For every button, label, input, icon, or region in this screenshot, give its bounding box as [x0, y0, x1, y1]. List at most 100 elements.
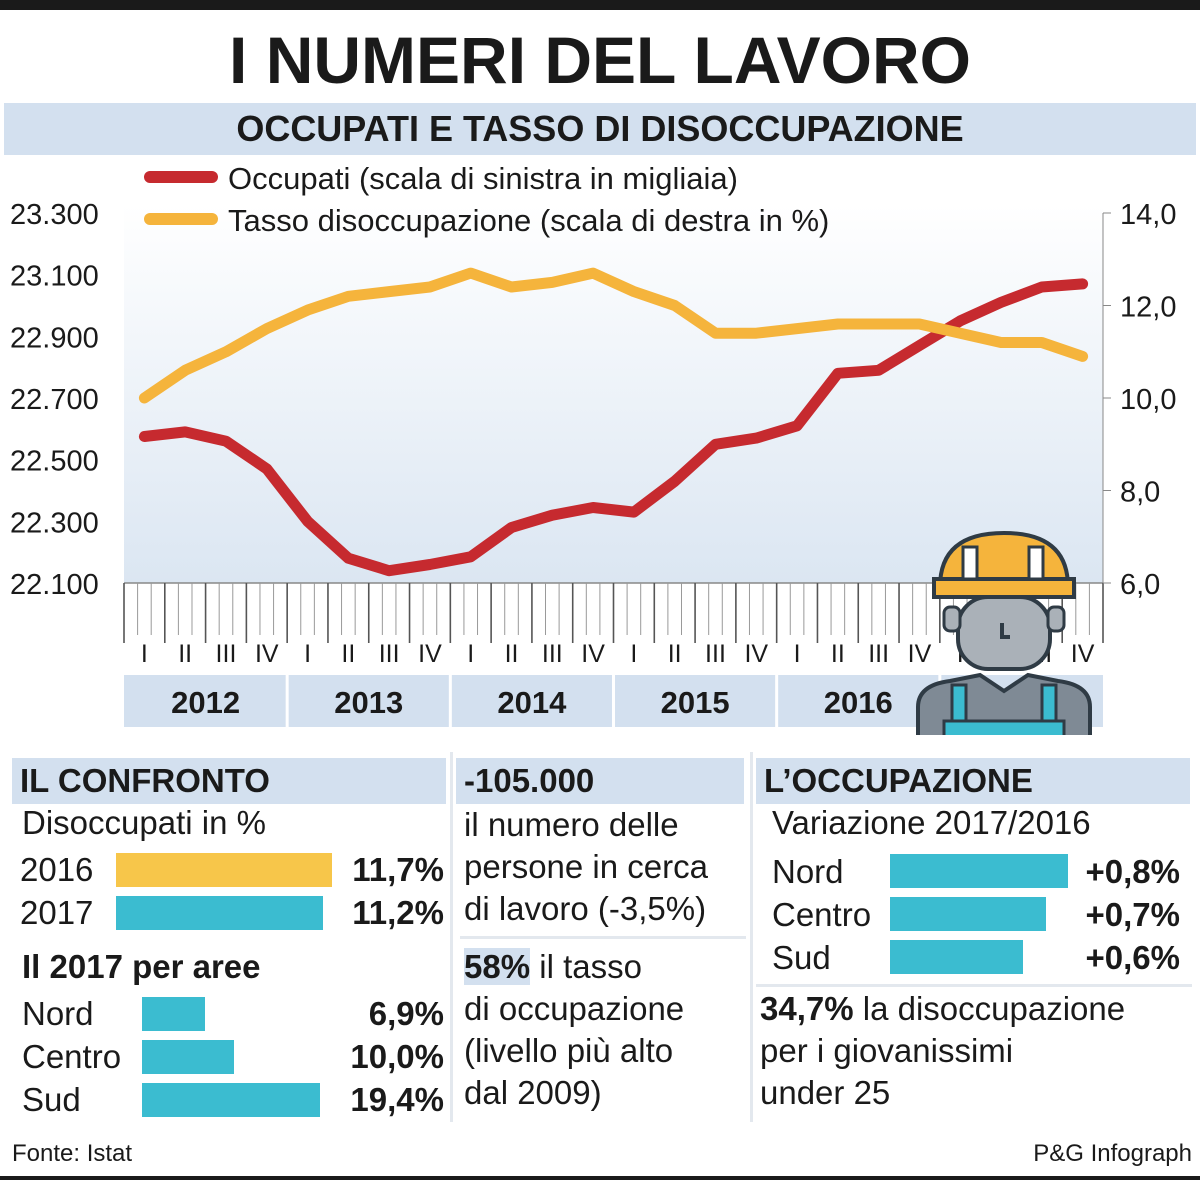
- big-number: -105.000: [456, 758, 744, 804]
- bottom-rule: [0, 1176, 1200, 1180]
- rate-label: il tasso: [530, 948, 642, 985]
- y-right-axis: 14,0 12,0 10,0 8,0 6,0: [1103, 199, 1176, 601]
- quarter-label: IV: [908, 640, 932, 668]
- occupati-line: [138, 278, 1089, 577]
- occ-row-value: +0,6%: [1085, 939, 1181, 976]
- rate-value: 58%: [464, 948, 531, 985]
- quarter-label: III: [379, 640, 400, 668]
- y-left-tick: 23.100: [10, 261, 99, 293]
- youth-value: 34,7%: [760, 990, 854, 1027]
- y-left-tick: 22.300: [10, 507, 99, 539]
- year-label: 2015: [661, 685, 730, 720]
- y-right-tick: 10,0: [1120, 384, 1176, 416]
- y-left-tick: 22.700: [10, 384, 99, 416]
- helmet-stripe-2: [1027, 545, 1045, 581]
- year-label: 2012: [171, 685, 240, 720]
- confronto-bar-2016: [116, 853, 332, 887]
- occ-row-label: Sud: [772, 939, 831, 976]
- occupazione-subtitle: Variazione 2017/2016: [772, 804, 1091, 841]
- occ-bar-sud: [890, 940, 1023, 974]
- y-right-tick: 6,0: [1120, 569, 1160, 601]
- tasso-line: [138, 267, 1089, 404]
- panel-confronto: IL CONFRONTO Disoccupati in % 2016 11,7%…: [12, 752, 448, 1127]
- quarter-label: I: [141, 640, 148, 668]
- helmet-stripe-1: [961, 545, 979, 581]
- quarter-label: IV: [744, 640, 768, 668]
- divider: [756, 984, 1192, 987]
- area-label: Sud: [22, 1081, 81, 1118]
- confronto-row-value: 11,7%: [352, 851, 444, 888]
- quarter-label: II: [668, 640, 682, 668]
- quarter-label: IV: [581, 640, 605, 668]
- area-bar-nord: [142, 997, 205, 1031]
- area-value: 19,4%: [350, 1081, 444, 1118]
- y-right-tick: 14,0: [1120, 199, 1176, 231]
- quarter-label: III: [705, 640, 726, 668]
- areas-title: Il 2017 per aree: [22, 948, 261, 985]
- rate-line: di occupazione: [464, 990, 685, 1027]
- panel-occupazione: L’OCCUPAZIONE Variazione 2017/2016 Nord …: [756, 752, 1192, 1127]
- year-label: 2013: [334, 685, 403, 720]
- occ-bar-centro: [890, 897, 1046, 931]
- y-left-tick: 22.900: [10, 322, 99, 354]
- quarter-label: IV: [418, 640, 442, 668]
- year-label: 2014: [497, 685, 567, 720]
- confronto-row-label: 2017: [20, 894, 94, 931]
- divider: [460, 936, 746, 939]
- ear-right: [1046, 605, 1066, 633]
- overall-bib: [942, 719, 1066, 735]
- quarter-label: III: [868, 640, 889, 668]
- page-title: I NUMERI DEL LAVORO: [229, 23, 971, 97]
- occ-row-value: +0,8%: [1085, 853, 1181, 890]
- credit: P&G Infograph: [1033, 1140, 1192, 1167]
- area-value: 10,0%: [350, 1038, 444, 1075]
- quarter-label: II: [831, 640, 845, 668]
- area-label: Centro: [22, 1038, 122, 1075]
- legend-label: Tasso disoccupazione (scala di destra in…: [228, 203, 829, 238]
- series-lines: Occupati (scala di sinistra in migliaia)…: [138, 161, 1089, 577]
- confronto-bar-2017: [116, 896, 323, 930]
- rate-line: (livello più alto: [464, 1032, 674, 1069]
- y-left-tick: 23.300: [10, 199, 99, 231]
- plot-area: [124, 205, 1103, 583]
- divider: [750, 752, 753, 1122]
- occ-row-label: Nord: [772, 853, 844, 890]
- rate-line: dal 2009): [464, 1074, 602, 1111]
- top-rule: [0, 0, 1200, 10]
- youth-line: per i giovanissimi: [760, 1032, 1014, 1069]
- confronto-row-label: 2016: [20, 851, 94, 888]
- quarter-label: I: [467, 640, 474, 668]
- y-right-tick: 8,0: [1120, 477, 1160, 509]
- y-right-tick: 12,0: [1120, 292, 1176, 324]
- quarter-label: I: [304, 640, 311, 668]
- area-label: Nord: [22, 995, 94, 1032]
- confronto-row-value: 11,2%: [352, 894, 444, 931]
- quarter-label: IV: [255, 640, 279, 668]
- worker-icon: [916, 530, 1092, 735]
- y-left-tick: 22.100: [10, 569, 99, 601]
- middle-line: il numero delle: [464, 806, 679, 843]
- occ-row-value: +0,7%: [1085, 896, 1181, 933]
- nose: [1000, 623, 1010, 639]
- quarter-label: III: [216, 640, 237, 668]
- legend-label: Occupati (scala di sinistra in migliaia): [228, 161, 738, 196]
- youth-line: under 25: [760, 1074, 891, 1111]
- occ-bar-nord: [890, 854, 1068, 888]
- year-label: 2016: [824, 685, 893, 720]
- source-note: Fonte: Istat: [12, 1140, 133, 1167]
- employment-chart: 23.300 23.100 22.900 22.700 22.500 22.300 22.1…: [10, 161, 1176, 735]
- quarter-label: I: [794, 640, 801, 668]
- quarter-label: II: [178, 640, 192, 668]
- youth-label: la disoccupazione: [853, 990, 1126, 1027]
- chart-subtitle: OCCUPATI E TASSO DI DISOCCUPAZIONE: [4, 103, 1196, 155]
- quarter-label: II: [505, 640, 519, 668]
- quarter-label: I: [630, 640, 637, 668]
- confronto-title: IL CONFRONTO: [12, 758, 446, 804]
- occupazione-title: L’OCCUPAZIONE: [756, 758, 1190, 804]
- ear-left: [942, 605, 962, 633]
- y-left-axis: 23.300 23.100 22.900 22.700 22.500 22.300 22.1…: [10, 199, 99, 601]
- area-bar-sud: [142, 1083, 320, 1117]
- divider: [450, 752, 453, 1122]
- middle-line: persone in cerca: [464, 848, 708, 885]
- middle-line: di lavoro (-3,5%): [464, 890, 707, 927]
